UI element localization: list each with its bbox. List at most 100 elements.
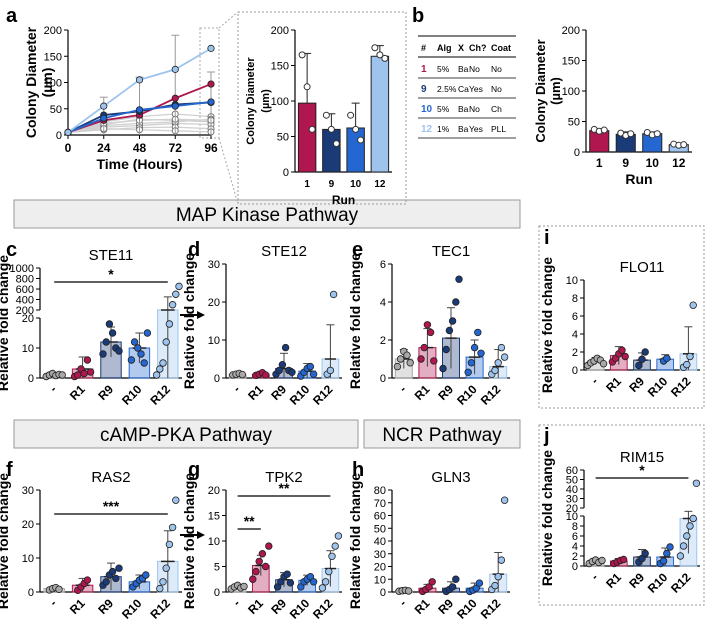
panel-letter-j: j (543, 425, 550, 447)
line-point-run-1 (171, 94, 179, 102)
x-tick-label: R12 (478, 382, 504, 408)
y-tick-label: 10 (22, 553, 34, 565)
data-point (108, 567, 117, 576)
bar-run-12 (370, 55, 390, 173)
significance-label: ** (244, 513, 255, 529)
data-point (638, 355, 646, 363)
data-point (252, 567, 260, 576)
x-tick-label: R1 (412, 382, 433, 403)
line-point-run-1 (207, 80, 215, 88)
line-point-run-12 (171, 65, 179, 73)
data-point (376, 51, 384, 59)
pathway-title-ncr: NCR Pathway (382, 425, 502, 446)
x-tick-label: 72 (169, 141, 183, 155)
data-point (599, 360, 608, 368)
data-point (58, 371, 66, 379)
y-tick-label: 4 (380, 297, 386, 309)
data-point (635, 361, 643, 370)
significance-label: ** (279, 480, 290, 496)
x-tick-label: - (47, 596, 60, 609)
x-tick-label: R12 (310, 596, 336, 622)
y-tick-label: 200 (562, 25, 580, 37)
x-axis-label: Time (Hours) (96, 156, 182, 172)
y-tick-label: 60 (374, 511, 386, 523)
data-point (692, 479, 701, 487)
data-point (168, 301, 177, 309)
data-point (175, 282, 183, 291)
table-cell-coat: Ch (491, 104, 502, 114)
significance-label: * (108, 266, 114, 282)
x-tick-label: R1 (67, 596, 88, 617)
data-point (679, 542, 688, 550)
data-point (127, 356, 136, 364)
panel-letter-e: e (352, 239, 363, 261)
table-cell-num: 10 (421, 104, 433, 115)
y-tick-label: 50 (277, 132, 289, 144)
table-header-ch: Ch? (469, 43, 487, 53)
data-point (102, 338, 110, 346)
data-point (500, 496, 509, 504)
x-axis-label: Run (332, 193, 355, 207)
panel-letter-b: b (412, 5, 424, 27)
data-point (159, 359, 167, 367)
y-tick-label: 0 (56, 130, 62, 142)
y-tick-label: 100 (44, 78, 62, 90)
pathway-banner-camp (13, 419, 359, 449)
table-cell-num: 9 (421, 84, 427, 95)
pathway-title-map: MAP Kinase Pathway (176, 205, 359, 226)
data-point (618, 346, 626, 354)
data-point (152, 371, 161, 379)
panel-letter-a: a (6, 5, 18, 27)
y-tick-label: 200 (44, 25, 62, 37)
data-point (140, 359, 148, 367)
data-point (108, 329, 117, 337)
data-point (130, 338, 139, 346)
data-point (448, 583, 457, 591)
y-tick-label: 0 (283, 167, 289, 179)
data-point (309, 370, 318, 378)
x-tick-label: R9 (268, 382, 289, 403)
data-point (500, 353, 509, 361)
data-point (445, 326, 454, 335)
y-tick-label: 30 (566, 494, 578, 506)
table-cell-alg: 1% (437, 124, 450, 134)
data-point (288, 368, 296, 376)
x-tick-label: - (396, 596, 409, 609)
table-cell-x: Ba (458, 124, 469, 134)
table-cell-coat: No (491, 84, 502, 94)
y-tick-label: 20 (22, 313, 34, 325)
data-point (112, 574, 120, 583)
x-tick-label: R10 (287, 596, 313, 622)
x-tick-label: 96 (204, 141, 218, 155)
data-point (168, 523, 177, 532)
y-tick-label: 2 (380, 335, 386, 347)
line-point-run-12 (100, 102, 108, 110)
x-tick-label: R9 (435, 382, 456, 403)
table-cell-ch: No (469, 104, 480, 114)
x-tick-label: - (230, 596, 243, 609)
y-tick-label: 2 (572, 347, 578, 359)
data-point (303, 83, 311, 91)
y-tick-label: 150 (562, 56, 580, 68)
data-point (261, 562, 270, 571)
chart-title: TEC1 (432, 243, 470, 260)
data-point (403, 351, 411, 359)
chart-title: FLO11 (620, 259, 665, 276)
y-tick-label: 20 (208, 297, 220, 309)
x-tick-label: - (588, 570, 601, 583)
panel-letter-i: i (544, 227, 550, 249)
x-tick-label: - (47, 382, 60, 395)
y-axis-label: Relative fold change (539, 257, 555, 393)
x-tick-label: R1 (245, 596, 266, 617)
chart-b-bar: 0 50 100 150 200 1 9 10 12 Run Colony Diameter(µm) (533, 25, 692, 187)
data-point (653, 130, 661, 138)
x-tick-label: R12 (310, 382, 336, 408)
data-point (663, 354, 671, 362)
y-tick-label: 0 (28, 587, 34, 599)
run-table: # Alg X Ch? Coat (418, 35, 516, 58)
y-axis-label: Relative fold change (347, 253, 363, 389)
y-tick-label: 50 (374, 523, 386, 535)
